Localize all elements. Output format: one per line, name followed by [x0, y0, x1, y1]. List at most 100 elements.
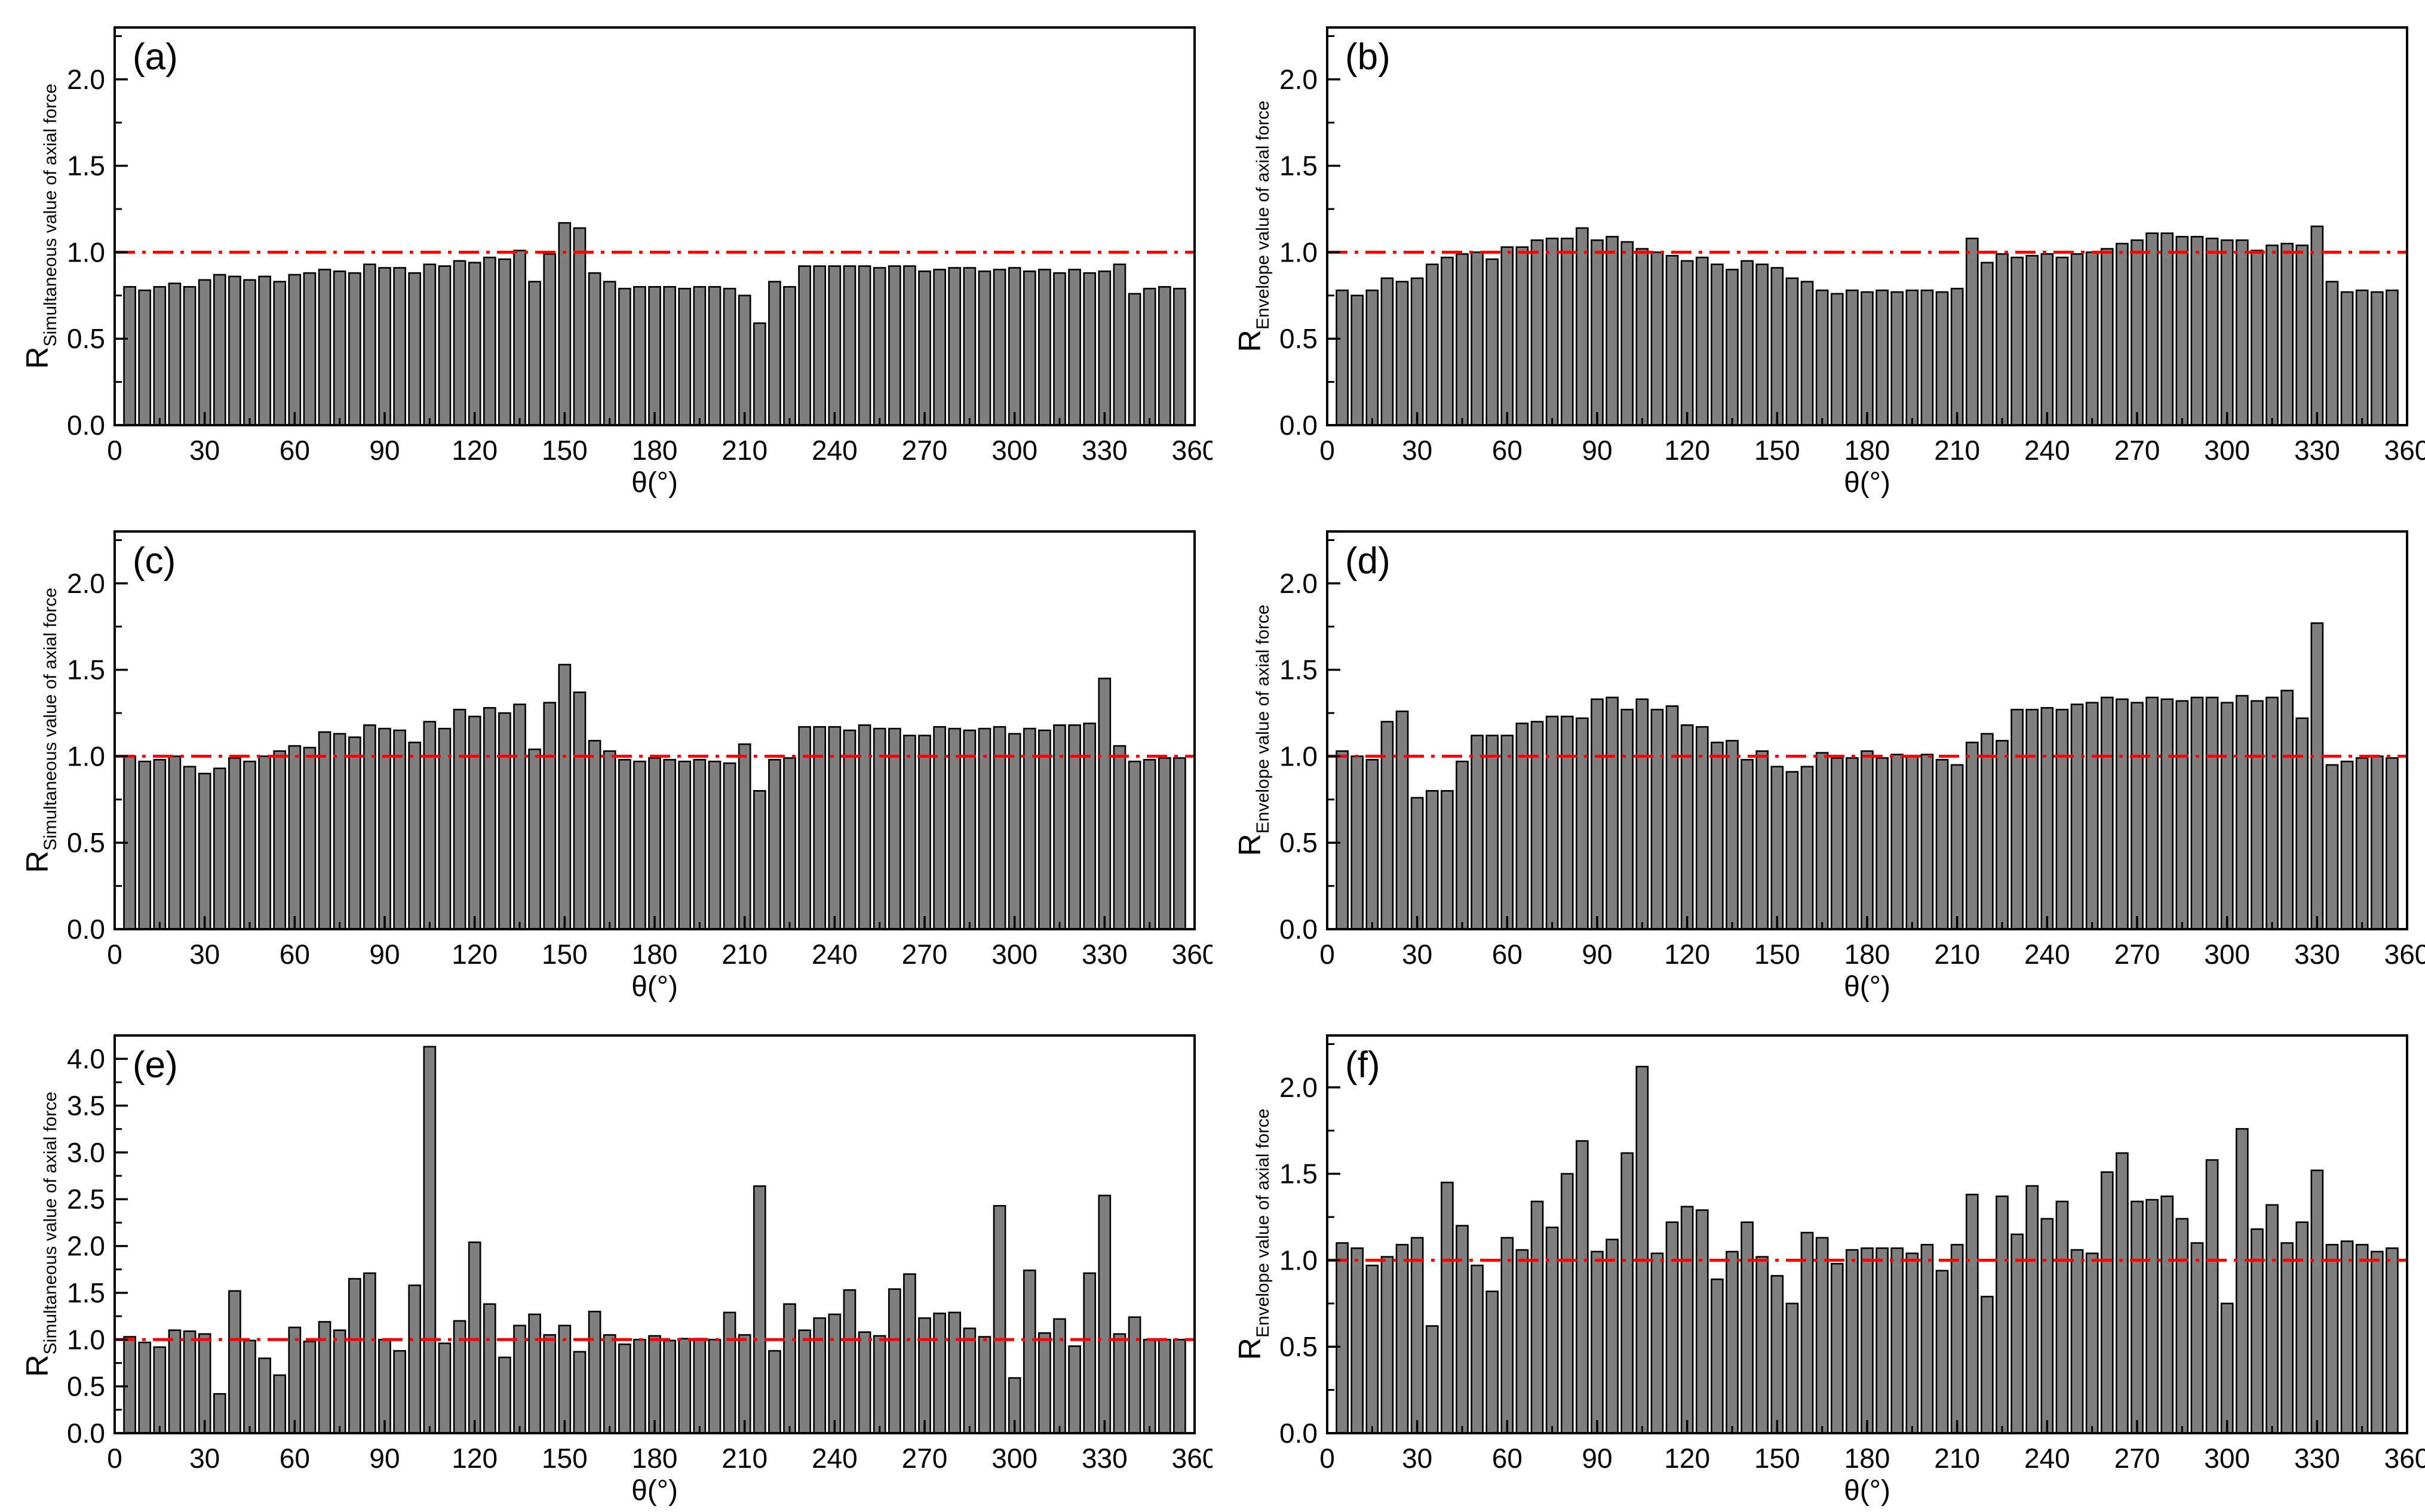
bar: [1471, 251, 1484, 426]
panel-c: 0 30 60 90 120 150 180 210 240 270 300 330 360 0.0 0.5…: [0, 504, 1212, 1008]
y-tick-label: 1.5: [67, 150, 105, 182]
bar: [1905, 1252, 1919, 1434]
y-tick-label: 1.5: [1279, 654, 1318, 686]
panel-e: 0 30 60 90 120 150 180 210 240 270 300 330 360 0.0 0.5…: [0, 1008, 1212, 1512]
bar: [138, 289, 152, 426]
bar: [198, 773, 211, 930]
bar: [1545, 715, 1559, 930]
x-tick-label: 240: [2024, 939, 2070, 970]
bar: [1711, 263, 1724, 426]
bar: [1815, 752, 1829, 930]
bar: [1350, 1247, 1364, 1434]
x-tick-label: 0: [107, 435, 122, 466]
bar: [2131, 702, 2144, 930]
bar: [2205, 237, 2219, 426]
bar: [2070, 253, 2084, 426]
bar: [1741, 758, 1754, 930]
bar: [2370, 755, 2384, 930]
bar: [1336, 1242, 1349, 1434]
bar: [1830, 757, 1844, 930]
x-tick-label: 210: [1934, 939, 1980, 970]
chart-svg: 0 30 60 90 120 150 180 210 240 270 300 330 360 0.0 0.5…: [20, 530, 1212, 1003]
bar: [183, 286, 197, 426]
bar: [1456, 1225, 1469, 1434]
bar: [273, 750, 287, 930]
bar: [978, 270, 992, 426]
y-tick-label: 1.0: [67, 236, 105, 268]
panel-label: (e): [133, 1044, 178, 1086]
bar: [1620, 1152, 1634, 1434]
bar: [498, 712, 511, 930]
x-tick-label: 30: [189, 939, 220, 970]
x-tick-label: 210: [722, 939, 768, 970]
bar: [1113, 745, 1126, 930]
bar: [798, 1329, 811, 1434]
bar: [1380, 1256, 1394, 1434]
bar: [738, 294, 751, 426]
x-tick-label: 270: [902, 435, 948, 466]
bar: [468, 262, 481, 426]
bar: [1770, 267, 1784, 426]
bar: [2025, 708, 2039, 930]
x-tick-label: 360: [2384, 435, 2425, 466]
bar: [1815, 1237, 1829, 1434]
bar: [1846, 1249, 1859, 1434]
y-tick-label: 0.5: [1279, 1331, 1318, 1362]
bar: [2131, 239, 2144, 426]
bar: [1711, 1278, 1724, 1434]
y-tick-label: 0.0: [67, 410, 105, 441]
y-tick-label: 1.0: [67, 740, 105, 772]
x-tick-label: 360: [1172, 1443, 1212, 1474]
bar: [1950, 287, 1964, 426]
x-tick-label: 180: [1844, 435, 1890, 466]
bar: [708, 760, 722, 930]
bar: [1665, 254, 1679, 426]
bar: [588, 272, 601, 426]
bar: [2266, 696, 2279, 930]
bar: [1395, 710, 1409, 930]
y-axis-label: RSimultaneous value of axial force: [20, 84, 60, 369]
bar: [1996, 253, 2009, 426]
bar: [663, 1339, 676, 1434]
y-tick-label: 2.0: [67, 1231, 105, 1262]
bar: [1395, 281, 1409, 426]
bar: [438, 265, 452, 426]
x-tick-label: 210: [722, 435, 768, 466]
bar: [2040, 707, 2054, 930]
bar: [1935, 758, 1949, 930]
y-tick-label: 2.0: [67, 568, 105, 599]
bar: [1530, 1200, 1544, 1434]
bar: [648, 286, 661, 426]
bar: [1935, 291, 1949, 426]
bar: [483, 256, 496, 426]
bar: [1098, 677, 1112, 930]
bar: [693, 1338, 707, 1434]
bar: [738, 1334, 751, 1434]
y-axis-label: REnvelope value of axial force: [1233, 100, 1273, 352]
x-tick-label: 330: [1082, 939, 1128, 970]
bar: [573, 691, 587, 930]
bar: [933, 1313, 946, 1434]
bar: [1365, 1264, 1379, 1434]
x-tick-label: 60: [280, 435, 310, 466]
bar: [2340, 1240, 2354, 1434]
y-axis-label-main: R: [20, 850, 55, 873]
bar: [963, 267, 977, 426]
y-tick-label: 2.0: [67, 64, 105, 95]
bar: [1068, 269, 1081, 426]
y-tick-label: 1.5: [1279, 150, 1318, 182]
bar: [1996, 740, 2009, 930]
bar: [573, 227, 587, 426]
x-tick-label: 300: [992, 1443, 1037, 1474]
bar: [2310, 622, 2324, 930]
bar: [2085, 251, 2099, 426]
x-tick-label: 150: [1754, 435, 1800, 466]
panel-f: 0 30 60 90 120 150 180 210 240 270 300 330 360 0.0 0.5…: [1212, 1008, 2425, 1512]
x-tick-label: 0: [1319, 1443, 1335, 1474]
bar: [348, 1278, 361, 1434]
bar: [1500, 246, 1514, 426]
bar: [1861, 1247, 1874, 1434]
bar: [198, 1333, 211, 1434]
bar: [1606, 696, 1619, 930]
y-tick-label: 0.0: [1279, 914, 1318, 945]
